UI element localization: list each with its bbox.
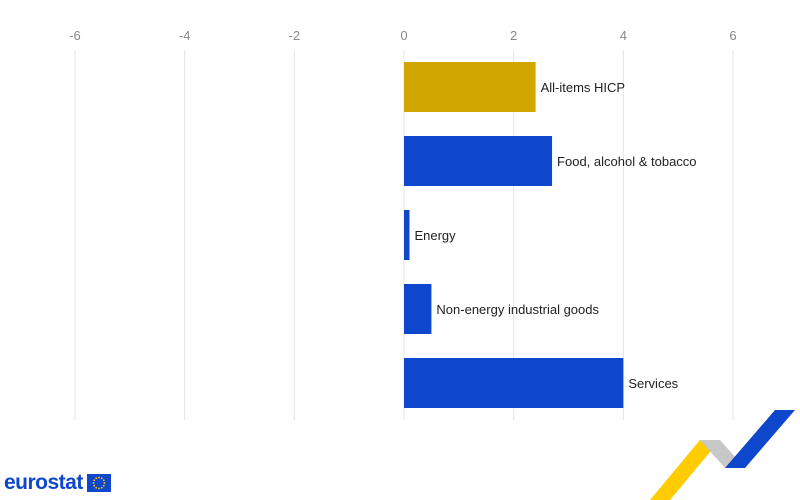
logo-text: eurostat	[4, 471, 83, 494]
x-tick-label: -2	[289, 28, 301, 43]
decorative-ribbon-icon	[650, 410, 795, 500]
eurostat-logo: eurostat	[4, 470, 111, 496]
category-label: Services	[628, 376, 678, 391]
category-label: Energy	[414, 228, 456, 243]
eu-flag-icon	[86, 474, 111, 492]
chart: -6 -4 -2 0 2 4 6 All-items HICP Food, alcohol &…	[69, 28, 737, 420]
bar	[404, 284, 432, 334]
x-tick-label: 6	[729, 28, 736, 43]
category-labels: All-items HICP Food, alcohol & tobacco Ene…	[414, 80, 696, 391]
bar	[404, 62, 536, 112]
bar	[404, 210, 410, 260]
x-tick-label: 0	[400, 28, 407, 43]
bar	[404, 358, 624, 408]
category-label: All-items HICP	[541, 80, 626, 95]
x-axis-ticks: -6 -4 -2 0 2 4 6	[69, 28, 736, 43]
category-label: Non-energy industrial goods	[436, 302, 599, 317]
bars	[404, 62, 624, 408]
x-tick-label: -4	[179, 28, 191, 43]
category-label: Food, alcohol & tobacco	[557, 154, 696, 169]
bar	[404, 136, 553, 186]
x-tick-label: -6	[69, 28, 81, 43]
x-tick-label: 2	[510, 28, 517, 43]
x-tick-label: 4	[620, 28, 627, 43]
